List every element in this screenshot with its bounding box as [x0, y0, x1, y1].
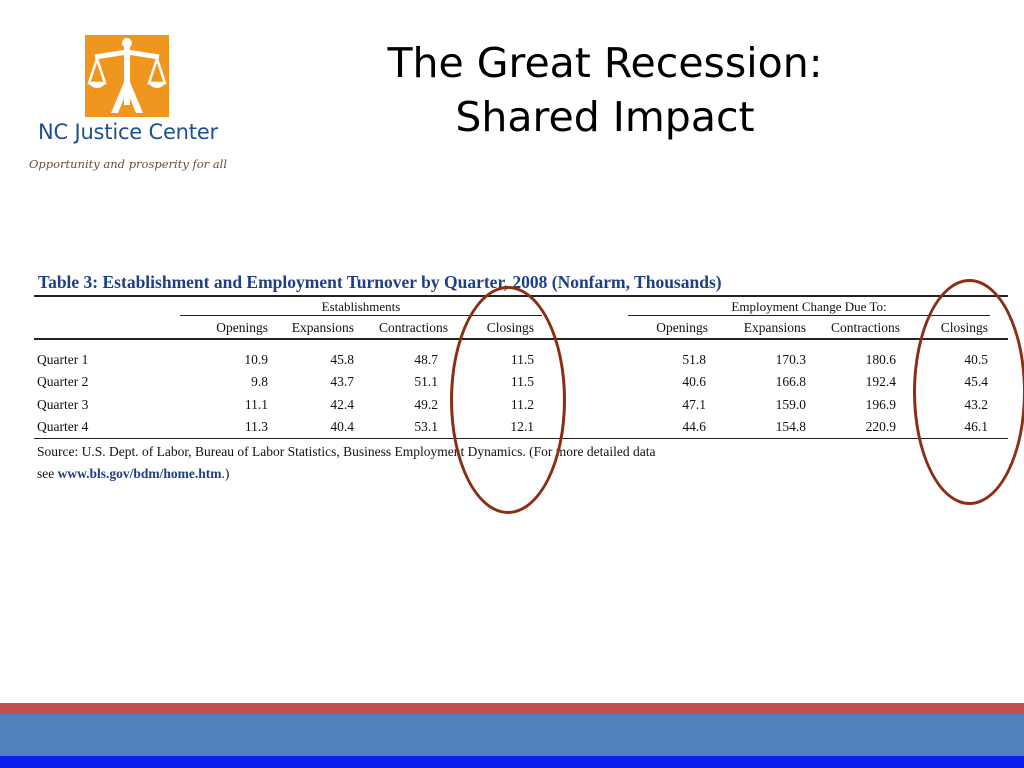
row-label-quarter-3: Quarter 3 — [37, 397, 89, 412]
establishments-group-rule — [180, 315, 542, 316]
slide-title-line-2: Shared Impact — [455, 93, 755, 141]
table-cell: 10.9 — [244, 352, 268, 367]
table-cell: 49.2 — [414, 397, 438, 412]
column-header-employment-openings: Openings — [656, 320, 708, 335]
source-line-1: Source: U.S. Dept. of Labor, Bureau of L… — [37, 444, 656, 459]
table-cell: 40.6 — [682, 374, 706, 389]
table-cell: 154.8 — [775, 419, 806, 434]
table-cell: 48.7 — [414, 352, 438, 367]
table-cell: 192.4 — [865, 374, 896, 389]
source-line-2-suffix: .) — [221, 466, 230, 481]
column-header-establishments-openings: Openings — [216, 320, 268, 335]
nc-justice-center-logo: NC Justice Center Opportunity and prospe… — [16, 24, 240, 180]
organization-name: NC Justice Center — [38, 120, 218, 144]
source-link[interactable]: www.bls.gov/bdm/home.htm — [57, 466, 222, 481]
table-cell: 42.4 — [330, 397, 354, 412]
table-cell: 170.3 — [775, 352, 806, 367]
row-label-quarter-4: Quarter 4 — [37, 419, 89, 434]
scales-of-justice-icon — [85, 35, 169, 117]
footer-band-red — [0, 703, 1024, 714]
table-cell: 196.9 — [865, 397, 896, 412]
employment-group-rule — [628, 315, 990, 316]
table-caption: Table 3: Establishment and Employment Tu… — [38, 272, 722, 292]
footer-band-blue — [0, 714, 1024, 756]
footer-band-navy — [0, 756, 1024, 768]
source-line-2-prefix: see — [37, 466, 58, 481]
table-source-note: Source: U.S. Dept. of Labor, Bureau of L… — [37, 441, 827, 485]
column-header-establishments-expansions: Expansions — [291, 320, 354, 335]
slide-title-line-1: The Great Recession: — [387, 39, 823, 87]
column-header-employment-expansions: Expansions — [743, 320, 806, 335]
table-cell: 44.6 — [682, 419, 706, 434]
table-cell: 47.1 — [682, 397, 706, 412]
row-label-quarter-1: Quarter 1 — [37, 352, 89, 367]
row-label-quarter-2: Quarter 2 — [37, 374, 89, 389]
table-cell: 166.8 — [775, 374, 806, 389]
table-cell: 43.7 — [330, 374, 354, 389]
closings-highlight-ellipse-establishments — [450, 286, 566, 514]
source-line-2: see www.bls.gov/bdm/home.htm.) — [37, 463, 827, 485]
table-cell: 9.8 — [251, 374, 268, 389]
table-cell: 51.1 — [414, 374, 438, 389]
table-cell: 220.9 — [865, 419, 896, 434]
table-cell: 51.8 — [682, 352, 706, 367]
table-cell: 40.4 — [330, 419, 354, 434]
group-header-establishments: Establishments — [321, 299, 401, 314]
slide-title: The Great Recession: Shared Impact — [300, 36, 910, 144]
table-cell: 180.6 — [865, 352, 896, 367]
table-cell: 11.3 — [244, 419, 268, 434]
table-cell: 53.1 — [414, 419, 438, 434]
table-cell: 45.8 — [330, 352, 354, 367]
table-cell: 11.1 — [244, 397, 268, 412]
table-cell: 159.0 — [775, 397, 806, 412]
organization-tagline: Opportunity and prosperity for all — [28, 157, 228, 171]
column-header-employment-contractions: Contractions — [831, 320, 900, 335]
group-header-employment-change: Employment Change Due To: — [731, 299, 887, 314]
column-header-establishments-contractions: Contractions — [379, 320, 448, 335]
closings-highlight-ellipse-employment — [913, 279, 1024, 505]
